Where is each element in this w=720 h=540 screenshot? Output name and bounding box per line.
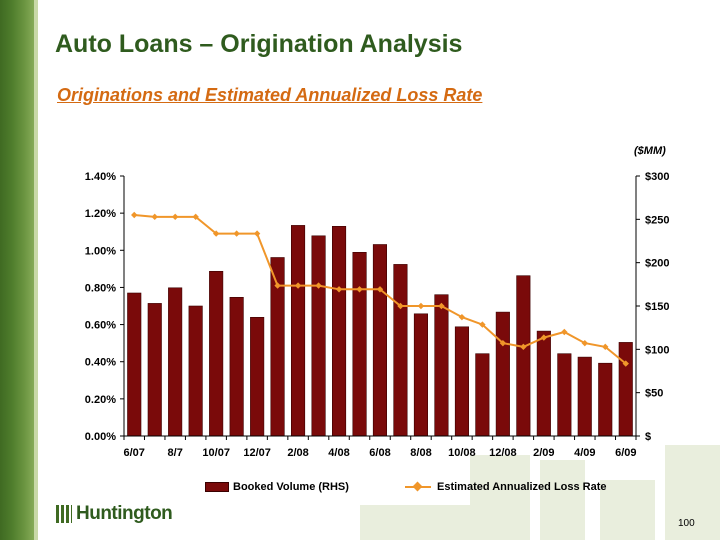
- bar-3/08: [311, 235, 326, 437]
- left-axis-tick-label: 1.00%: [85, 245, 116, 257]
- right-axis-tick-label: $100: [645, 344, 669, 356]
- loss-rate-point-9/07: [192, 213, 199, 221]
- bar-7/07: [147, 303, 162, 437]
- page-number: 100: [678, 518, 695, 529]
- right-axis-tick-label: $: [645, 431, 651, 443]
- loss-rate-point-4/08: [335, 286, 343, 293]
- bar-4/09: [577, 356, 592, 437]
- right-axis-tick-label: $200: [645, 258, 669, 270]
- loss-rate-point-5/08: [356, 286, 363, 293]
- loss-rate-point-8/7: [172, 213, 179, 221]
- left-axis-tick-label: 0.40%: [85, 357, 116, 369]
- x-axis-tick-label-10/07: 10/07: [202, 447, 230, 459]
- bar-8/7: [168, 287, 183, 437]
- left-axis-tick-label: 1.20%: [85, 208, 116, 220]
- x-axis-tick-label-2/08: 2/08: [287, 447, 308, 459]
- loss-rate-point-3/08: [315, 282, 322, 289]
- bar-3/09: [557, 353, 572, 437]
- background-decoration: [360, 505, 500, 540]
- legend-item-booked-volume: Booked Volume (RHS): [205, 481, 349, 493]
- huntington-logo-text: Huntington: [76, 503, 173, 524]
- bar-9/08: [434, 294, 449, 437]
- loss-rate-point-1/09: [520, 343, 527, 351]
- x-axis-tick-label-10/08: 10/08: [448, 447, 476, 459]
- loss-rate-point-7/08: [397, 302, 404, 310]
- x-axis-tick-label-6/09: 6/09: [615, 447, 636, 459]
- left-axis-tick-label: 1.40%: [85, 171, 116, 183]
- page-subtitle: Originations and Estimated Annualized Lo…: [57, 85, 483, 105]
- bar-12/08: [495, 311, 510, 437]
- bar-11/08: [475, 353, 490, 437]
- loss-rate-point-1/08: [274, 282, 281, 289]
- loss-rate-point-8/08: [417, 302, 425, 310]
- x-axis-tick-label-4/09: 4/09: [574, 447, 595, 459]
- page-title: Auto Loans – Origination Analysis: [55, 30, 463, 58]
- legend-swatch-bar: [205, 482, 229, 492]
- x-axis-tick-label-6/07: 6/07: [123, 447, 144, 459]
- bar-10/08: [454, 326, 470, 437]
- loss-rate-point-6/09: [622, 360, 629, 367]
- right-axis-tick-label: $150: [645, 301, 669, 313]
- x-axis-tick-label-12/07: 12/07: [243, 447, 271, 459]
- legend-swatch-line: [405, 482, 431, 492]
- loss-rate-point-11/08: [479, 321, 486, 328]
- bar-4/08: [331, 226, 347, 437]
- background-decoration: [600, 480, 655, 540]
- x-axis-tick-label-2/09: 2/09: [533, 447, 554, 459]
- right-axis-tick-label: $300: [645, 171, 669, 183]
- x-axis-tick-label-12/08: 12/08: [489, 447, 517, 459]
- left-axis-tick-label: 0.00%: [85, 431, 116, 443]
- bar-8/08: [413, 313, 429, 437]
- left-axis-tick-label: 0.60%: [85, 320, 116, 332]
- legend-label-loss-rate: Estimated Annualized Loss Rate: [437, 481, 607, 493]
- bar-1/09: [516, 275, 531, 437]
- legend-item-loss-rate: Estimated Annualized Loss Rate: [405, 481, 607, 493]
- right-axis-tick-label: $50: [645, 388, 663, 400]
- bar-7/08: [393, 264, 408, 437]
- bar-5/09: [598, 362, 613, 437]
- loss-rate-point-5/09: [602, 343, 609, 351]
- loss-rate-point-6/08: [376, 286, 384, 293]
- x-axis-tick-label-4/08: 4/08: [328, 447, 349, 459]
- huntington-logo-icon: [56, 505, 72, 523]
- x-axis-tick-label-8/08: 8/08: [410, 447, 431, 459]
- background-decoration: [665, 445, 720, 540]
- bar-5/08: [352, 252, 367, 437]
- loss-rate-point-2/08: [294, 282, 302, 289]
- loss-rate-point-4/09: [581, 339, 588, 347]
- bar-10/07: [209, 270, 224, 437]
- legend-label-booked-volume: Booked Volume (RHS): [233, 481, 349, 493]
- bar-9/07: [188, 305, 203, 437]
- loss-rate-point-2/09: [540, 334, 548, 341]
- background-decoration: [540, 460, 585, 540]
- loss-rate-point-12/08: [499, 339, 507, 347]
- x-axis-tick-label-6/08: 6/08: [369, 447, 390, 459]
- loss-rate-point-7/07: [151, 213, 158, 221]
- bar-6/07: [127, 292, 142, 437]
- loss-rate-point-10/08: [458, 313, 466, 321]
- bar-2/09: [536, 330, 551, 437]
- bar-12/07: [250, 316, 265, 437]
- bar-6/09: [618, 342, 633, 437]
- left-decorative-stripe: [0, 0, 34, 540]
- bar-6/08: [372, 244, 388, 437]
- loss-rate-point-10/07: [212, 230, 220, 237]
- left-decorative-stripe-light: [34, 0, 38, 540]
- x-axis-tick-label-8/7: 8/7: [168, 447, 183, 459]
- loss-rate-point-3/09: [561, 328, 568, 336]
- right-axis-unit-label: ($MM): [634, 145, 666, 157]
- left-axis-tick-label: 0.20%: [85, 394, 116, 406]
- loss-rate-point-11/07: [233, 230, 240, 237]
- loss-rate-point-6/07: [131, 211, 138, 219]
- bar-2/08: [290, 225, 306, 437]
- loss-rate-point-12/07: [253, 230, 261, 237]
- right-axis-tick-label: $250: [645, 214, 669, 226]
- loss-rate-point-9/08: [438, 302, 445, 310]
- huntington-logo: Huntington: [56, 503, 173, 525]
- bar-11/07: [229, 296, 244, 437]
- left-axis-tick-label: 0.80%: [85, 282, 116, 294]
